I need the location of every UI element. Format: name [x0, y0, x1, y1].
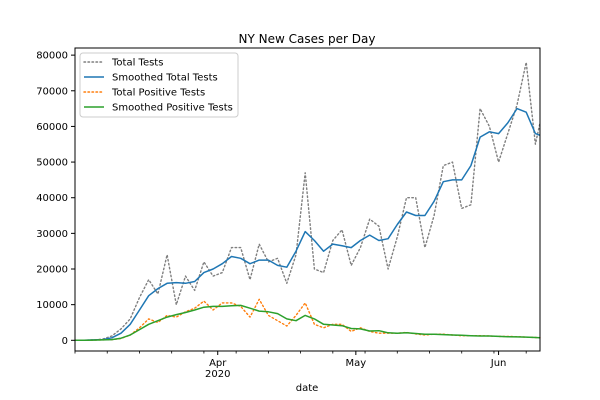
series-line-total-tests — [74, 61, 541, 341]
x-tick-label: Jun — [490, 358, 507, 369]
legend-label: Total Positive Tests — [111, 88, 205, 99]
plot-area — [74, 61, 541, 342]
legend: Total Tests Smoothed Total Tests Total Pos… — [79, 52, 239, 118]
x-tick-label: May — [345, 358, 366, 369]
series-line-smoothed-positive-tests — [75, 304, 541, 342]
y-tick-label: 40000 — [36, 193, 68, 204]
y-tick-label: 60000 — [36, 122, 68, 133]
chart-title: NY New Cases per Day — [239, 32, 376, 46]
y-axis: 0 10000 20000 30000 40000 50000 60000 70000 8000… — [36, 51, 75, 347]
legend-label: Smoothed Positive Tests — [112, 103, 233, 114]
series-line-smoothed-total-tests — [75, 107, 541, 342]
series-line-total-positive-tests — [74, 298, 541, 341]
y-tick-label: 70000 — [36, 86, 68, 97]
y-tick-label: 50000 — [36, 158, 68, 169]
x-tick-label: Apr — [209, 358, 227, 369]
y-tick-label: 20000 — [36, 265, 68, 276]
y-tick-label: 10000 — [36, 300, 68, 311]
y-tick-label: 30000 — [36, 229, 68, 240]
legend-label: Total Tests — [111, 58, 163, 69]
x-axis-label: date — [296, 383, 319, 394]
legend-label: Smoothed Total Tests — [112, 73, 218, 84]
y-tick-label: 0 — [62, 336, 68, 347]
axes-frame — [74, 47, 541, 352]
x-tick-year-label: 2020 — [205, 369, 230, 380]
legend-box — [79, 52, 239, 118]
y-tick-label: 80000 — [36, 51, 68, 62]
